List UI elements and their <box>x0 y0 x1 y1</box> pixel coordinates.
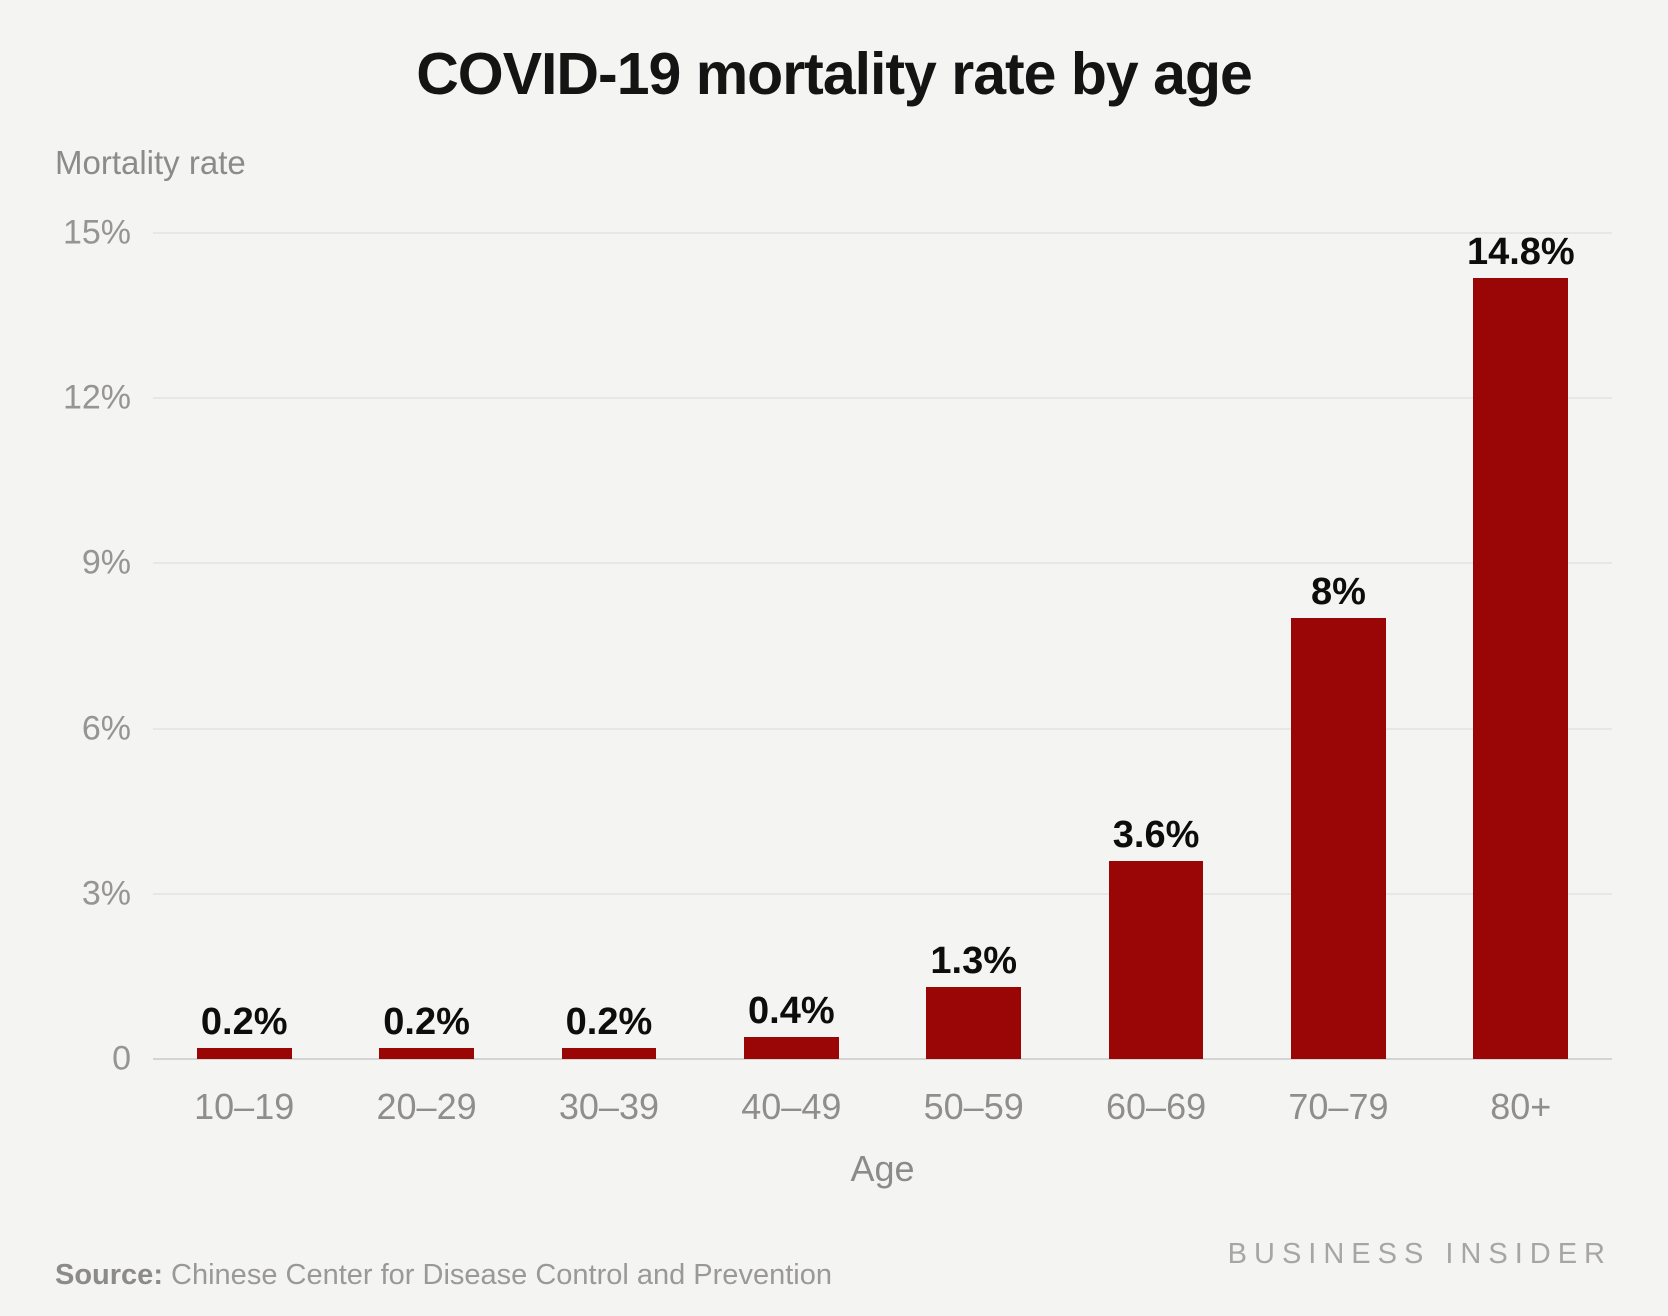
y-tick-label: 9% <box>81 543 131 582</box>
bar <box>561 1048 657 1059</box>
bar-value-label: 14.8% <box>1466 231 1575 273</box>
bar-slot: 0.2% <box>518 233 700 1059</box>
chart-title: COVID-19 mortality rate by age <box>416 41 1253 107</box>
bar-value-label: 0.2% <box>565 1001 653 1043</box>
bar-value-label: 1.3% <box>930 940 1017 983</box>
y-axis-title: Mortality rate <box>55 144 246 181</box>
bar-value-label: 0.2% <box>200 1001 288 1043</box>
x-tick-label: 30–39 <box>558 1086 659 1127</box>
x-axis-baseline <box>153 1058 1612 1060</box>
x-axis-title: Age <box>850 1148 915 1189</box>
bar <box>379 1048 474 1059</box>
y-tick-label: 15% <box>62 213 131 252</box>
y-tick-label: 3% <box>81 874 131 913</box>
bars-container: 0.2% 0.2% 0.2% 0.4% 1.3% 3.6% 8% 14.8% <box>153 233 1612 1059</box>
bar-value-label: 8% <box>1310 571 1366 614</box>
bar <box>926 987 1022 1059</box>
bar <box>1291 618 1386 1059</box>
x-tick-label: 50–59 <box>923 1086 1024 1127</box>
bar-value-label: 0.4% <box>748 989 835 1032</box>
bar-slot: 0.4% <box>700 233 882 1059</box>
source-text: Chinese Center for Disease Control and P… <box>162 1259 832 1291</box>
bar <box>196 1048 292 1059</box>
plot-area: 15% 12% 9% 6% 3% 0 0.2% 0.2% 0.2% 0.4% 1.3% 3.6% 8%… <box>63 214 1612 1078</box>
bar-slot: 0.2% <box>153 233 335 1059</box>
bar-value-label: 3.6% <box>1112 813 1200 856</box>
x-tick-label: 40–49 <box>741 1086 842 1127</box>
source-attribution: Source: Chinese Center for Disease Contr… <box>55 1259 832 1292</box>
x-tick-label: 10–19 <box>194 1086 295 1127</box>
y-tick-label: 6% <box>81 709 131 748</box>
x-tick-label: 20–29 <box>376 1086 477 1127</box>
x-tick-label: 60–69 <box>1106 1086 1207 1127</box>
x-tick-label: 80+ <box>1490 1086 1552 1127</box>
gridline <box>153 892 1612 895</box>
gridline <box>153 232 1612 234</box>
y-tick-label: 0 <box>112 1039 131 1078</box>
source-label: Source: <box>55 1259 163 1291</box>
gridline <box>153 397 1612 400</box>
bar-slot: 14.8% <box>1430 233 1612 1059</box>
y-tick-label: 12% <box>62 378 131 417</box>
x-tick-label: 70–79 <box>1288 1086 1389 1127</box>
bar-slot: 1.3% <box>883 233 1065 1059</box>
bar-slot: 0.2% <box>335 233 517 1059</box>
gridline <box>153 727 1612 730</box>
bar <box>1108 860 1204 1059</box>
bar-value-label: 0.2% <box>383 1001 470 1043</box>
bar-slot: 8% <box>1247 233 1429 1059</box>
gridline <box>153 562 1612 565</box>
bar-slot: 3.6% <box>1065 233 1247 1059</box>
business-insider-logo: BUSINESS INSIDER <box>1227 1238 1612 1270</box>
bar <box>743 1036 839 1059</box>
x-tick-labels: 10–19 20–29 30–39 40–49 50–59 60–69 70–79 80+ <box>153 1086 1612 1128</box>
bar <box>1473 278 1569 1059</box>
